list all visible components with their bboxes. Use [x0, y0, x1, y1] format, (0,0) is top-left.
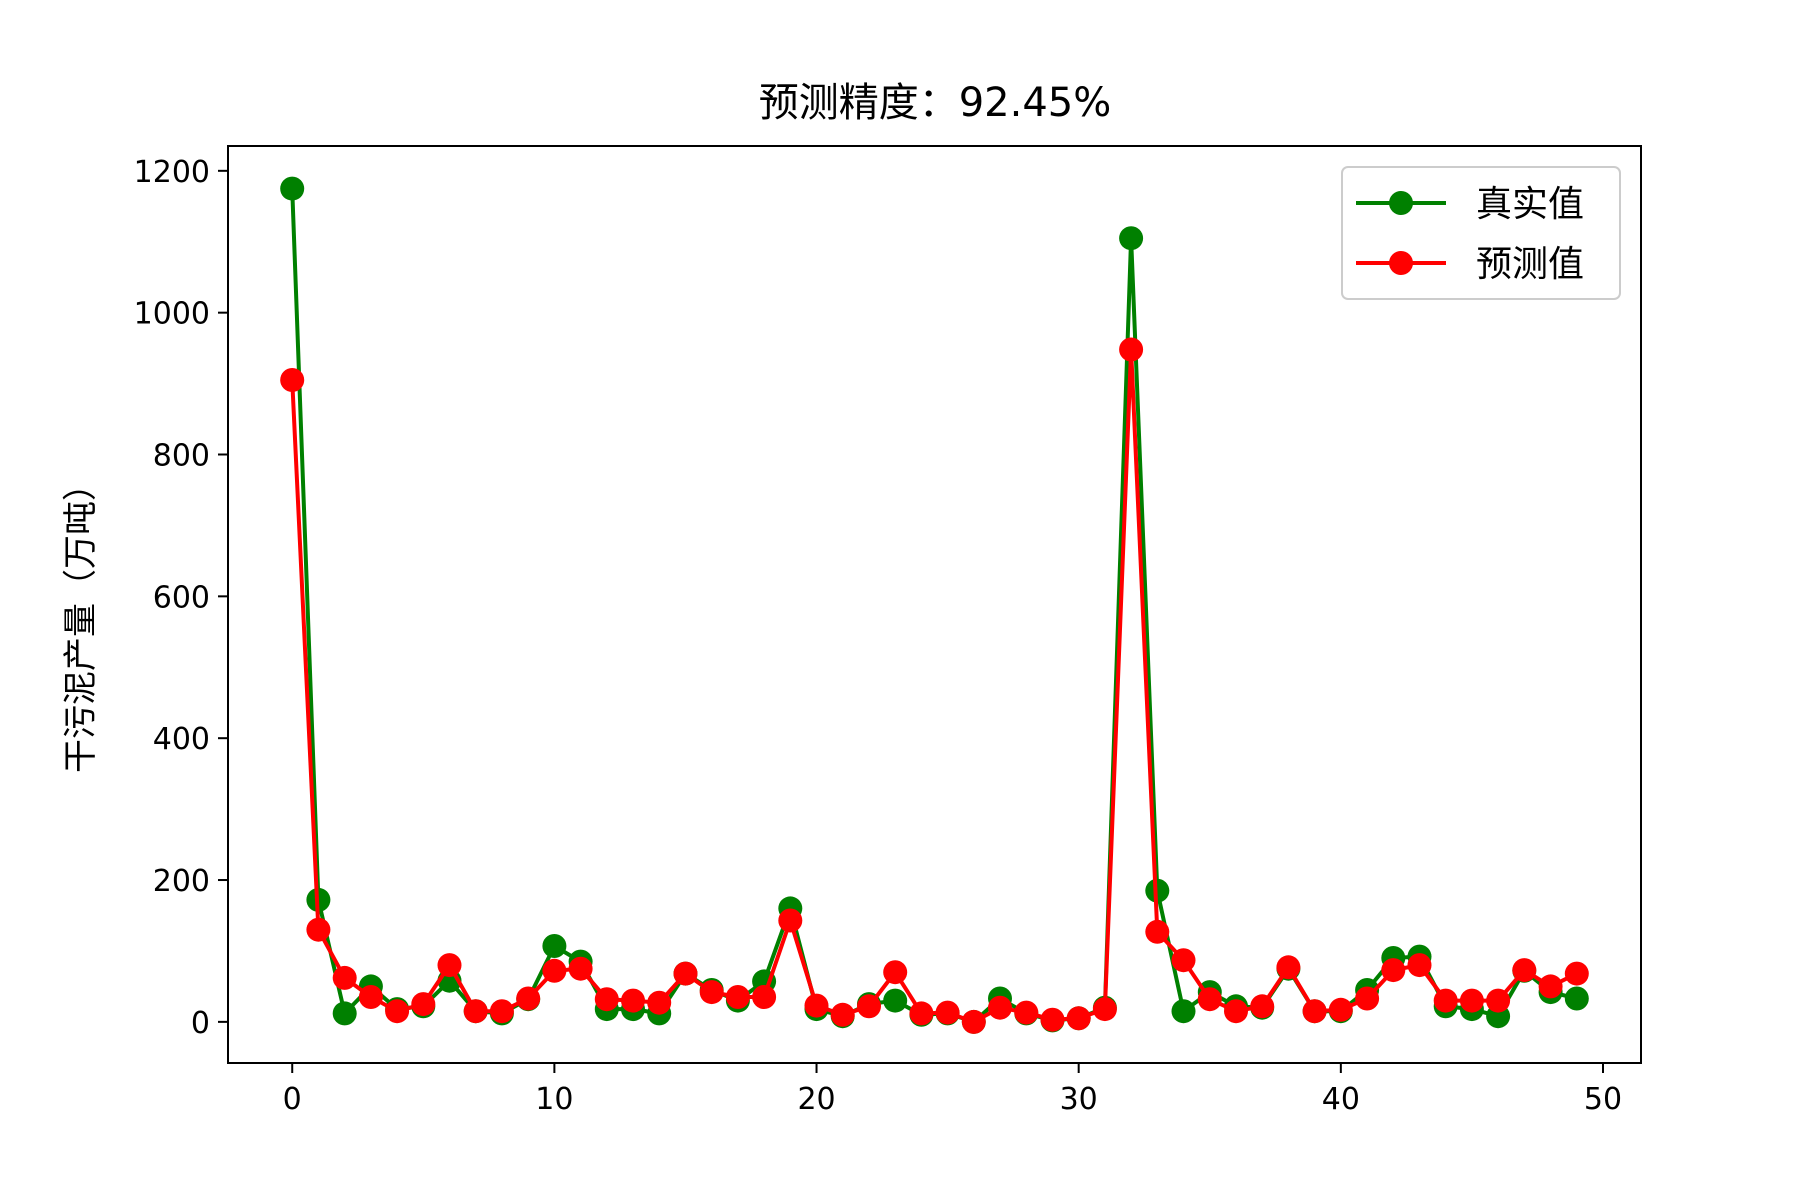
data-point-predicted: [1092, 997, 1117, 1022]
data-point-predicted: [358, 985, 383, 1009]
data-point-predicted: [463, 999, 488, 1024]
data-point-true: [542, 934, 567, 958]
data-point-predicted: [1066, 1006, 1091, 1031]
data-point-predicted: [516, 986, 541, 1011]
data-point-predicted: [778, 908, 803, 933]
data-point-predicted: [1224, 999, 1248, 1024]
y-tick-label: 1200: [134, 155, 210, 190]
data-point-predicted: [1433, 988, 1458, 1013]
data-point-predicted: [883, 960, 908, 985]
plot-area: [280, 176, 1589, 1034]
legend: 真实值 预测值: [1341, 166, 1621, 300]
data-point-predicted: [804, 993, 829, 1018]
data-point-predicted: [673, 961, 698, 986]
data-point-predicted: [1197, 987, 1222, 1012]
data-point-predicted: [1328, 997, 1353, 1022]
x-tick-label: 50: [1584, 1082, 1622, 1117]
legend-swatch-marker-predicted: [1389, 251, 1413, 275]
data-point-true: [1171, 999, 1196, 1024]
data-point-predicted: [752, 985, 777, 1009]
x-tick-label: 30: [1060, 1082, 1098, 1117]
data-point-predicted: [1381, 958, 1406, 983]
x-tick-label: 0: [283, 1082, 302, 1117]
data-point-predicted: [935, 1000, 960, 1025]
data-point-predicted: [489, 999, 514, 1024]
data-point-predicted: [725, 985, 750, 1009]
legend-swatch-marker-true: [1389, 191, 1413, 215]
data-point-predicted: [1171, 948, 1196, 973]
y-tick-label: 1000: [134, 297, 210, 332]
data-point-predicted: [1459, 988, 1484, 1013]
y-tick-label: 600: [153, 580, 210, 615]
data-point-true: [332, 1001, 357, 1026]
data-point-predicted: [1407, 953, 1432, 978]
data-point-predicted: [411, 992, 436, 1017]
data-point-predicted: [332, 965, 357, 990]
x-tick-label: 20: [797, 1082, 835, 1117]
data-point-true: [280, 176, 305, 201]
series-line-predicted: [290, 347, 1578, 1024]
y-tick-label: 400: [153, 722, 210, 757]
legend-label-true: 真实值: [1476, 184, 1584, 225]
data-point-predicted: [1040, 1007, 1065, 1032]
chart-title: 预测精度：92.45%: [759, 80, 1112, 126]
data-point-predicted: [594, 987, 619, 1012]
data-point-predicted: [1538, 974, 1563, 999]
data-point-predicted: [1564, 961, 1589, 986]
data-point-true: [883, 988, 908, 1013]
data-point-predicted: [306, 917, 331, 942]
data-point-true: [1564, 986, 1589, 1011]
x-tick-label: 10: [535, 1082, 573, 1117]
y-tick-label: 0: [191, 1006, 210, 1041]
data-point-predicted: [568, 956, 593, 981]
data-point-predicted: [1512, 958, 1537, 983]
data-point-predicted: [988, 995, 1012, 1020]
data-point-predicted: [699, 980, 724, 1005]
y-tick-label: 200: [153, 864, 210, 899]
data-point-true: [1119, 226, 1144, 251]
data-point-predicted: [1276, 955, 1301, 980]
legend-label-predicted: 预测值: [1476, 244, 1584, 285]
data-point-predicted: [1145, 919, 1170, 944]
data-point-predicted: [280, 368, 305, 392]
data-point-predicted: [647, 990, 672, 1015]
data-point-predicted: [1355, 986, 1380, 1011]
series-line-true: [290, 188, 1578, 1024]
x-tick-label: 40: [1322, 1082, 1360, 1117]
data-point-predicted: [1302, 999, 1327, 1024]
axes-frame: [227, 145, 1642, 1064]
data-point-predicted: [830, 1002, 855, 1027]
data-point-predicted: [437, 953, 462, 978]
data-point-predicted: [1250, 994, 1275, 1019]
data-point-predicted: [542, 958, 567, 983]
data-point-predicted: [1486, 988, 1511, 1013]
axis-ticks: 0 10 20 30 40 50 0 200 400 600 800 1000 1200: [134, 155, 1622, 1117]
data-point-predicted: [385, 999, 410, 1024]
data-point-predicted: [857, 994, 881, 1019]
data-point-predicted: [909, 1001, 934, 1026]
y-tick-label: 800: [153, 439, 210, 474]
data-point-predicted: [1014, 1000, 1039, 1025]
y-axis-label: 干污泥产量（万吨）: [61, 467, 101, 773]
data-point-predicted: [621, 988, 645, 1013]
data-point-predicted: [961, 1009, 986, 1034]
data-point-predicted: [1119, 337, 1144, 362]
